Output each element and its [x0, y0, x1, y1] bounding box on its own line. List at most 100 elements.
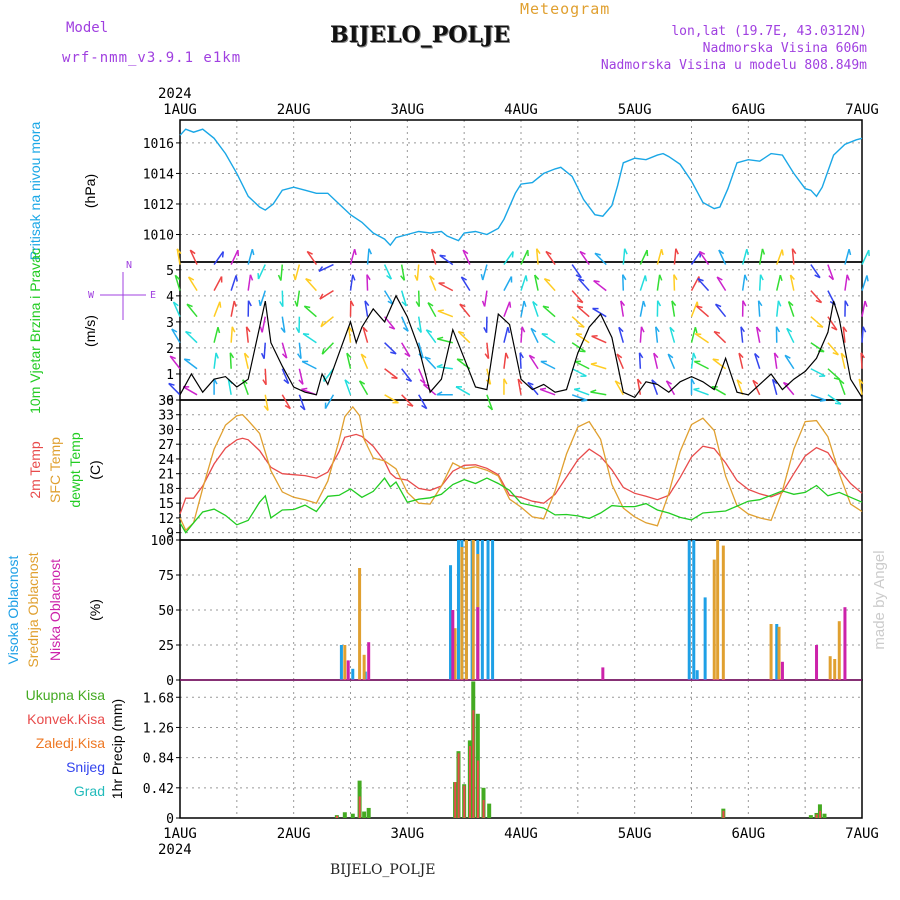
- temp-line-0: [179, 433, 863, 515]
- wind-arrow: [860, 352, 863, 369]
- wind-arrow-head: [819, 399, 826, 402]
- wind-arrow-head: [401, 301, 407, 307]
- precip-bar: [463, 785, 466, 818]
- wind-arrow: [571, 316, 585, 328]
- cloud-bar: [451, 610, 455, 680]
- precip-ytick-label: 0.84: [143, 752, 174, 767]
- wind-arrow: [364, 300, 369, 317]
- wind-arrow-head: [219, 301, 222, 308]
- wind-arrow-head: [439, 254, 446, 257]
- wind-arrow-head: [321, 348, 325, 355]
- wind-arrow-head: [258, 299, 262, 306]
- cloud-bar: [769, 624, 773, 680]
- cloud-bar: [464, 540, 468, 680]
- wind-arrow: [366, 274, 369, 291]
- wind-arrow-head: [832, 352, 839, 356]
- wind-arrow: [417, 316, 422, 333]
- wind-arrow-head: [541, 333, 548, 336]
- precip-bar: [808, 815, 813, 818]
- coords-label: lon,lat (19.7E, 43.0312N): [671, 24, 867, 39]
- wind-arrow-head: [301, 387, 308, 391]
- precip-bar: [468, 746, 471, 818]
- wind-arrow: [187, 276, 198, 292]
- wind-arrow-head: [251, 248, 255, 256]
- wind-arrow: [425, 329, 437, 344]
- wind-arrow: [651, 379, 659, 396]
- wind-arrow-head: [405, 378, 412, 383]
- wind-arrow: [621, 274, 625, 291]
- x-tick-label-top: 4AUG: [504, 102, 538, 118]
- precip-bar: [482, 800, 485, 818]
- temperature-ytick-label: 18: [158, 482, 174, 497]
- wind-arrow-head: [235, 275, 238, 282]
- cloud-bar: [362, 654, 366, 680]
- wind-arrow: [718, 249, 727, 265]
- wind-arrow: [257, 264, 266, 280]
- wind-arrow-head: [319, 293, 324, 300]
- wind-arrow: [358, 380, 369, 396]
- wind-arrow: [259, 290, 266, 307]
- wind-unit: (m/s): [82, 315, 98, 347]
- wind-arrow-head: [718, 249, 725, 255]
- wind-arrow-head: [505, 352, 509, 359]
- wind-arrow-head: [523, 300, 527, 307]
- cloud-bar: [775, 624, 779, 680]
- wind-arrow: [716, 276, 727, 292]
- wind-arrow: [171, 328, 181, 344]
- wind-arrow-head: [544, 278, 551, 282]
- wind-arrow-head: [364, 300, 370, 307]
- wind-arrow: [360, 353, 369, 370]
- wind-arrow: [714, 303, 727, 318]
- temperature-ytick-label: 24: [158, 453, 174, 468]
- cloud-bar: [460, 547, 464, 680]
- wind-arrow: [639, 300, 645, 317]
- wind-arrow-head: [279, 301, 284, 308]
- wind-arrow: [576, 305, 590, 318]
- wind-arrow: [213, 327, 219, 343]
- cloud-bar: [358, 568, 362, 680]
- wind-arrow: [229, 352, 232, 369]
- wind-arrow-head: [579, 350, 586, 353]
- wind-arrow: [169, 355, 181, 370]
- wind-arrow: [383, 290, 394, 305]
- wind-arrow: [280, 264, 284, 281]
- wind-arrow: [693, 388, 709, 396]
- wind-ytick-label: 0: [166, 394, 174, 409]
- wind-arrow-head: [590, 362, 597, 365]
- wind-arrow-head: [353, 248, 357, 256]
- wind-arrow: [281, 290, 284, 307]
- wind-arrow-head: [429, 275, 435, 281]
- wind-arrow-head: [386, 274, 392, 280]
- wind-arrow: [620, 300, 625, 317]
- wind-arrow-head: [480, 274, 484, 281]
- wind-arrow-head: [575, 274, 582, 279]
- precip-frame: [179, 679, 863, 819]
- wind-arrow: [787, 301, 795, 317]
- wind-arrow: [695, 305, 710, 318]
- wind-arrow: [542, 305, 556, 318]
- wind-arrow-head: [789, 274, 795, 281]
- wind-arrow: [520, 275, 527, 291]
- wind-arrow: [439, 254, 454, 266]
- wind-arrow-head: [185, 330, 192, 334]
- wind-arrow: [741, 248, 748, 265]
- wind-arrow: [771, 379, 778, 395]
- wind-arrow: [245, 326, 249, 343]
- wind-arrow: [736, 379, 744, 396]
- wind-arrow: [172, 301, 181, 317]
- wind-arrow-head: [692, 352, 697, 359]
- temperature-ytick-label: 9: [166, 527, 174, 542]
- wind-arrow-head: [640, 326, 645, 333]
- wind-arrow-head: [528, 354, 535, 359]
- wind-arrow-head: [414, 274, 418, 281]
- wind-arrow-head: [786, 327, 793, 333]
- temperature-ytick-label: 12: [158, 512, 174, 527]
- wind-arrow-head: [738, 352, 744, 359]
- wind-arrow-head: [299, 405, 306, 411]
- wind-arrow: [577, 278, 590, 292]
- wind-arrow-head: [366, 274, 371, 281]
- wind-arrow: [690, 301, 698, 317]
- model-label: Model: [66, 20, 109, 36]
- wind-arrow: [301, 360, 317, 370]
- wind-arrow-head: [655, 326, 660, 333]
